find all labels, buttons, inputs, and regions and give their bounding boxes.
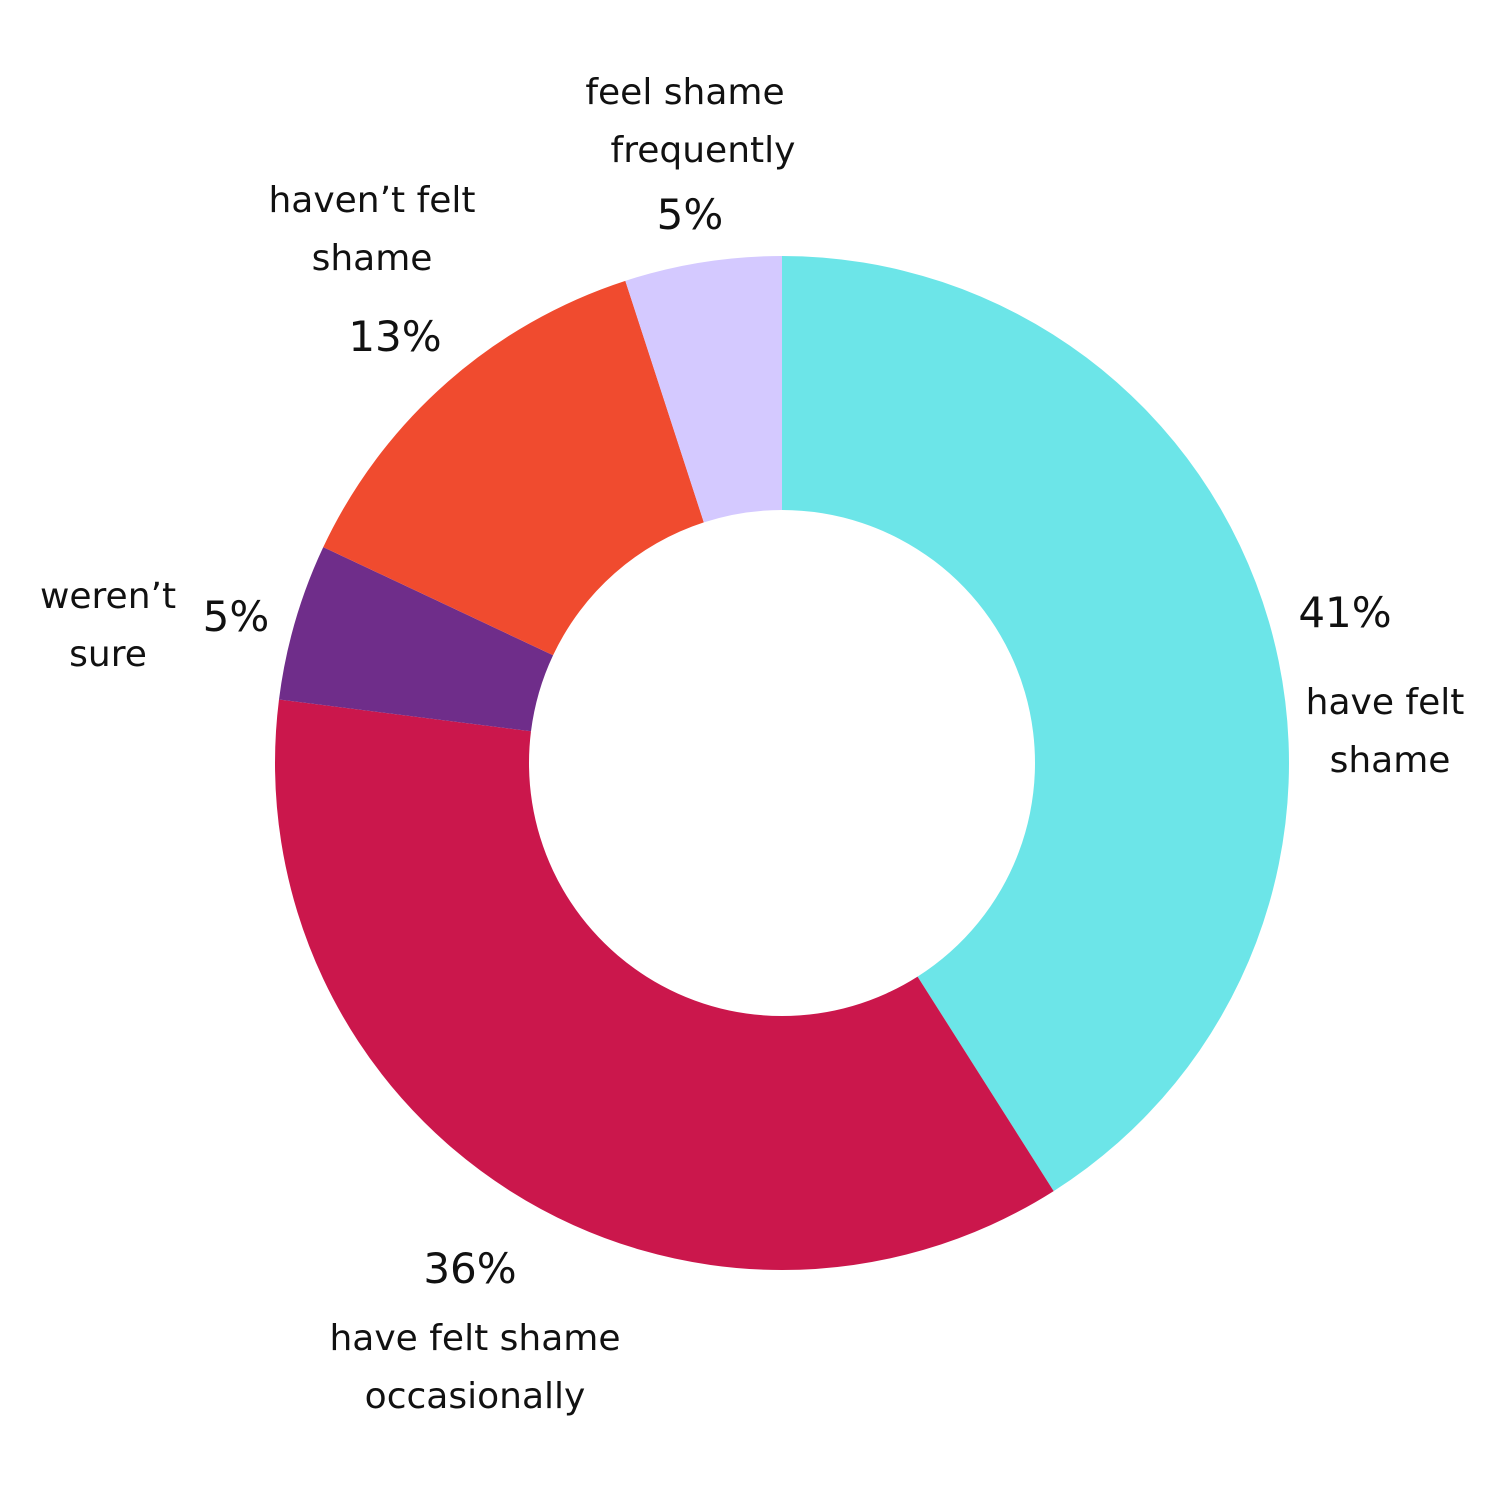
slice-havent-felt [323, 280, 704, 656]
slice-have-felt-shame [782, 256, 1289, 1192]
slice-werent-sure [278, 547, 554, 732]
label-frequently-line1: feel shame [585, 72, 785, 113]
label-occasionally-line2: occasionally [364, 1376, 586, 1417]
pct-have-felt-shame: 41% [1298, 588, 1392, 637]
label-occasionally-line1: have felt shame [329, 1318, 621, 1359]
label-werent-sure-line2: sure [69, 634, 147, 675]
label-have-felt-shame-line2: shame [1329, 740, 1451, 781]
pct-occasionally: 36% [423, 1244, 517, 1293]
slice-frequently [625, 256, 782, 523]
label-havent-felt-line2: shame [311, 238, 433, 279]
slice-occasionally [274, 699, 1054, 1271]
label-frequently-line2: frequently [610, 130, 796, 171]
label-havent-felt-line1: haven’t felt [268, 180, 476, 221]
label-werent-sure-line1: weren’t [39, 576, 177, 617]
pct-havent-felt: 13% [348, 312, 442, 361]
pct-frequently: 5% [656, 190, 724, 239]
pct-werent-sure: 5% [202, 592, 270, 641]
label-have-felt-shame-line1: have felt [1305, 682, 1465, 723]
